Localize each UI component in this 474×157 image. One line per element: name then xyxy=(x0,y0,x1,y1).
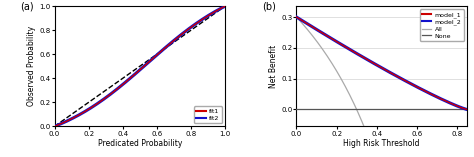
Legend: model_1, model_2, All, None: model_1, model_2, All, None xyxy=(419,9,464,41)
Text: (a): (a) xyxy=(20,1,34,11)
X-axis label: Predicated Probability: Predicated Probability xyxy=(98,139,182,148)
X-axis label: High Risk Threshold: High Risk Threshold xyxy=(344,139,420,148)
Y-axis label: Observed Probability: Observed Probability xyxy=(27,26,36,106)
Legend: fit1, fit2: fit1, fit2 xyxy=(194,106,222,123)
Text: (b): (b) xyxy=(263,1,276,11)
Y-axis label: Net Benefit: Net Benefit xyxy=(269,45,278,88)
